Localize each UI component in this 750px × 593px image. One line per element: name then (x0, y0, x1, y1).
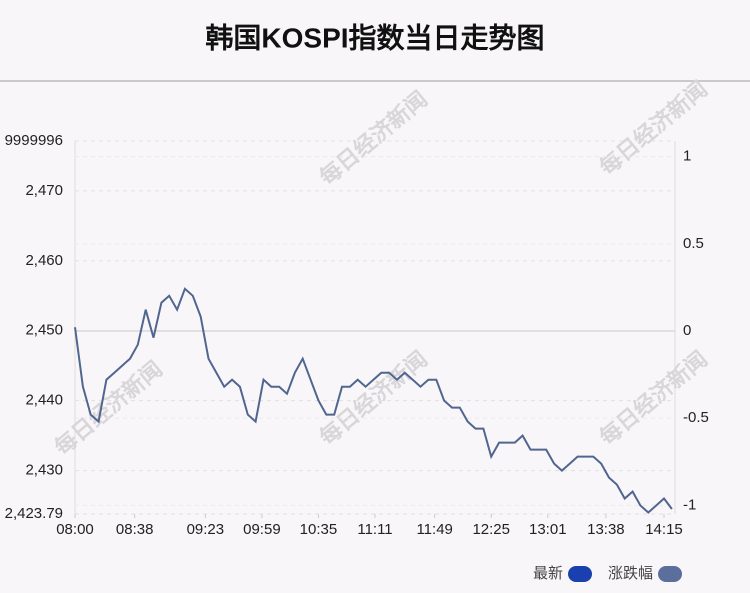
x-tick-label: 11:49 (416, 521, 452, 538)
x-tick-label: 09:23 (187, 521, 225, 538)
x-tick-label: 12:25 (472, 521, 510, 538)
x-tick-label: 13:01 (529, 521, 567, 538)
y2-tick-label: -0.5 (683, 409, 709, 426)
price-line (74, 287, 673, 514)
y-tick-label: 2,450 (25, 322, 63, 339)
legend-swatch (568, 566, 593, 582)
legend-label: 最新 (533, 565, 563, 582)
y-tick-label: 2,423.79 (5, 505, 63, 522)
y-tick-label: 2,460 (25, 252, 63, 269)
y2-tick-label: 0.5 (683, 235, 704, 252)
legend-label: 涨跌幅 (608, 565, 653, 582)
chart-title: 韩国KOSPI指数当日走势图 (205, 22, 544, 53)
x-tick-label: 11:11 (357, 521, 392, 538)
y-tick-label: 2,470 (25, 182, 63, 199)
x-tick-label: 08:00 (56, 521, 94, 538)
watermark: 每日经济新闻 (315, 86, 432, 190)
y2-tick-label: 1 (683, 148, 691, 165)
y-tick-label: 2,440 (25, 392, 63, 409)
x-tick-label: 08:38 (116, 521, 154, 538)
y2-tick-label: -1 (683, 496, 696, 513)
watermark: 每日经济新闻 (595, 346, 712, 450)
x-tick-label: 13:38 (587, 521, 625, 538)
x-tick-label: 14:15 (645, 521, 683, 538)
x-tick-label: 09:59 (243, 521, 281, 538)
y2-tick-label: 0 (683, 322, 691, 339)
x-tick-label: 10:35 (300, 521, 338, 538)
y-tick-label: 2,430 (25, 462, 63, 479)
watermark: 每日经济新闻 (50, 356, 167, 460)
legend-swatch (658, 566, 683, 582)
watermark: 每日经济新闻 (315, 346, 432, 450)
y-tick-label: 9999996 (5, 132, 63, 149)
watermark: 每日经济新闻 (595, 76, 712, 180)
